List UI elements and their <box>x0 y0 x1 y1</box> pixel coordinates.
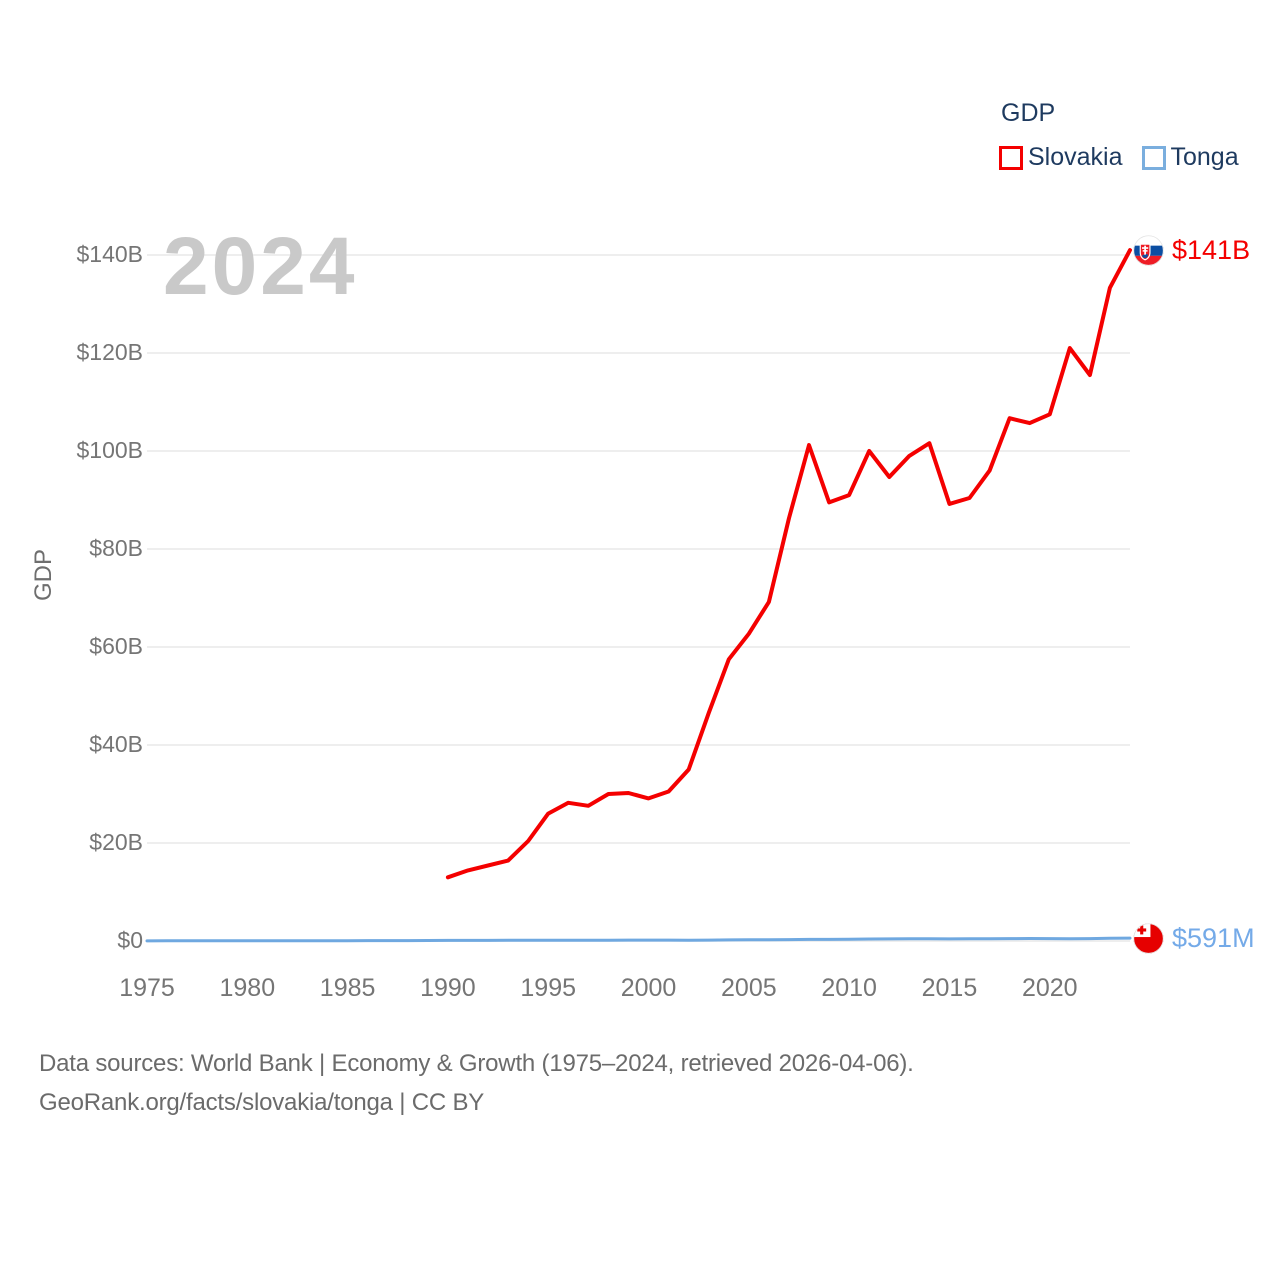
end-label-tonga: $591M <box>1133 922 1255 954</box>
legend-label-slovakia: Slovakia <box>1028 143 1123 171</box>
slovakia-swatch-icon <box>999 145 1023 170</box>
year-watermark: 2024 <box>163 221 358 312</box>
legend-item-tonga: Tonga <box>1141 143 1239 172</box>
legend-item-slovakia: Slovakia <box>999 143 1123 172</box>
series-line-tonga <box>145 936 1132 943</box>
legend-items: Slovakia Tonga <box>999 143 1239 172</box>
tonga-flag-icon <box>1133 922 1164 954</box>
legend-title: GDP <box>1001 99 1056 127</box>
legend-label-tonga: Tonga <box>1170 143 1239 171</box>
tonga-swatch-icon <box>1141 145 1166 170</box>
end-label-slovakia: $141B <box>1133 234 1250 266</box>
tonga-end-value: $591M <box>1172 922 1255 953</box>
slovakia-end-value: $141B <box>1172 234 1251 265</box>
footer-sources-line: Data sources: World Bank | Economy & Gro… <box>39 1050 914 1077</box>
footer: Data sources: World Bank | Economy & Gro… <box>39 1044 914 1122</box>
series-line-slovakia <box>445 248 1132 880</box>
slovakia-flag-icon <box>1133 234 1164 266</box>
footer-attribution-line: GeoRank.org/facts/slovakia/tonga | CC BY <box>39 1089 485 1116</box>
legend: GDP Slovakia Tonga <box>999 99 1239 172</box>
